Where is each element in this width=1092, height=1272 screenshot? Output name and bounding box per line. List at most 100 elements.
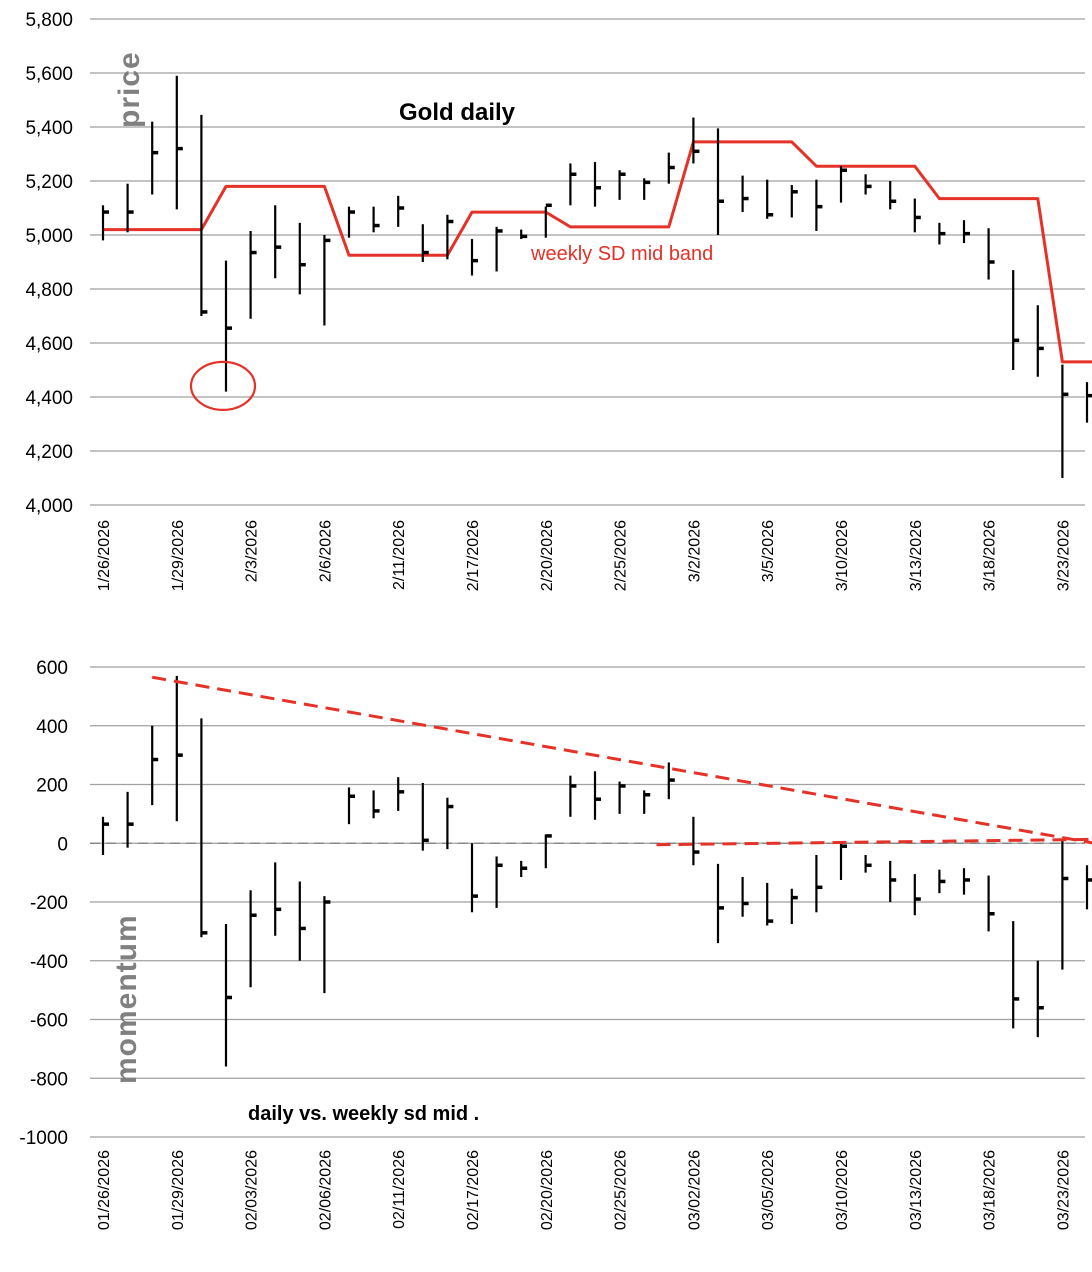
- y-tick-label: 400: [36, 717, 68, 738]
- y-tick-label: -200: [30, 893, 68, 914]
- x-tick-label: 3/23/2026: [1055, 520, 1072, 591]
- ohlc-bar: [667, 762, 675, 800]
- x-tick-label: 2/17/2026: [465, 520, 482, 591]
- ohlc-bar: [618, 170, 626, 200]
- x-tick-label: 3/18/2026: [982, 520, 999, 591]
- ohlc-bar: [1061, 364, 1069, 478]
- x-tick-label: 02/25/2026: [613, 1150, 630, 1230]
- ohlc-bar: [766, 179, 774, 219]
- ohlc-bar: [692, 816, 700, 866]
- ohlc-bar: [716, 128, 724, 235]
- x-tick-label: 01/29/2026: [170, 1150, 187, 1230]
- ohlc-bar: [593, 771, 601, 820]
- y-tick-label: 4,400: [25, 388, 73, 409]
- band-label: weekly SD mid band: [530, 243, 713, 265]
- y-tick-label: 5,200: [25, 172, 73, 193]
- x-tick-label: 2/11/2026: [391, 520, 408, 590]
- x-tick-label: 3/2/2026: [686, 520, 703, 582]
- ohlc-bar: [716, 863, 724, 944]
- ohlc-bar: [1012, 921, 1020, 1029]
- momentum-axis-label: momentum: [110, 914, 143, 1084]
- price-bars: [101, 75, 1092, 478]
- ohlc-bar: [421, 783, 429, 851]
- ohlc-bar: [421, 224, 429, 262]
- ohlc-bar: [298, 881, 306, 961]
- ohlc-bar: [962, 220, 970, 244]
- ohlc-bar: [864, 174, 872, 195]
- momentum-y-ticks: -1000 -800 -600 -400 -200 0 200 400 600: [19, 658, 68, 1149]
- ohlc-bar: [397, 195, 405, 227]
- y-tick-label: 5,400: [25, 118, 73, 139]
- ohlc-bar: [1085, 865, 1092, 910]
- ohlc-bar: [1085, 382, 1092, 423]
- ohlc-bar: [347, 206, 355, 238]
- ohlc-bar: [1061, 838, 1069, 970]
- ohlc-bar: [126, 183, 134, 233]
- y-tick-label: 4,800: [25, 280, 73, 301]
- x-tick-label: 1/26/2026: [96, 520, 113, 591]
- x-tick-label: 2/3/2026: [244, 520, 261, 582]
- ohlc-bar: [298, 222, 306, 295]
- ohlc-bar: [569, 775, 577, 817]
- x-tick-label: 03/02/2026: [686, 1150, 703, 1230]
- ohlc-bar: [446, 214, 454, 260]
- ohlc-bar: [495, 226, 503, 272]
- momentum-bars: [101, 675, 1092, 1067]
- band-line: [103, 140, 1092, 364]
- ohlc-bar: [323, 235, 331, 326]
- ohlc-bar: [249, 230, 257, 319]
- ohlc-bar: [470, 239, 478, 276]
- ohlc-bar: [1036, 305, 1044, 377]
- ohlc-bar: [224, 924, 232, 1067]
- ohlc-bar: [593, 162, 601, 207]
- ohlc-bar: [274, 862, 282, 936]
- x-tick-label: 03/05/2026: [760, 1150, 777, 1230]
- ohlc-bar: [397, 777, 405, 811]
- y-tick-label: 600: [36, 658, 68, 679]
- x-tick-label: 02/03/2026: [244, 1150, 261, 1230]
- ohlc-bar: [151, 725, 159, 806]
- ohlc-bar: [175, 75, 183, 210]
- price-band-line: [103, 140, 1092, 364]
- ohlc-bar: [323, 896, 331, 994]
- ohlc-bar: [815, 855, 823, 913]
- momentum-trendlines: [151, 675, 1092, 847]
- x-tick-label: 02/17/2026: [465, 1150, 482, 1230]
- y-tick-label: 5,800: [25, 10, 73, 31]
- ohlc-bar: [101, 205, 109, 241]
- y-tick-label: 4,000: [25, 496, 73, 517]
- x-tick-label: 3/5/2026: [760, 520, 777, 582]
- ohlc-bar: [815, 179, 823, 231]
- x-tick-label: 02/06/2026: [317, 1150, 334, 1230]
- ohlc-bar: [618, 781, 626, 814]
- ohlc-bar: [987, 228, 995, 280]
- price-y-ticks: 4,000 4,200 4,400 4,600 4,800 5,000 5,200 5,400…: [25, 10, 73, 517]
- ohlc-bar: [839, 166, 847, 203]
- x-tick-label: 2/25/2026: [613, 520, 630, 591]
- x-tick-label: 3/13/2026: [908, 520, 925, 591]
- ohlc-bar: [101, 816, 109, 855]
- ohlc-bar: [544, 834, 552, 869]
- price-panel: 4,000 4,200 4,400 4,600 4,800 5,000 5,200 5,400…: [25, 10, 1092, 591]
- price-x-ticks: 1/26/2026 1/29/2026 2/3/2026 2/6/2026 2/11/2…: [96, 520, 1072, 591]
- trendline: [656, 837, 1092, 847]
- ohlc-bar: [766, 882, 774, 926]
- momentum-x-ticks: 01/26/2026 01/29/2026 02/03/2026 02/06/2026…: [96, 1150, 1072, 1230]
- ohlc-bar: [839, 843, 847, 880]
- ohlc-bar: [151, 121, 159, 195]
- price-annotations: [189, 360, 257, 411]
- ohlc-bar: [643, 790, 651, 814]
- ohlc-bar: [938, 222, 946, 245]
- y-tick-label: -400: [30, 952, 68, 973]
- momentum-chart-title: daily vs. weekly sd mid .: [248, 1103, 479, 1125]
- ohlc-bar: [938, 869, 946, 894]
- x-tick-label: 03/23/2026: [1055, 1150, 1072, 1230]
- ohlc-bar: [889, 181, 897, 210]
- ohlc-bar: [692, 117, 700, 164]
- x-tick-label: 03/18/2026: [982, 1150, 999, 1230]
- ohlc-bar: [1036, 960, 1044, 1038]
- y-tick-label: -600: [30, 1011, 68, 1032]
- ohlc-bar: [913, 198, 921, 233]
- x-tick-label: 02/11/2026: [391, 1150, 408, 1229]
